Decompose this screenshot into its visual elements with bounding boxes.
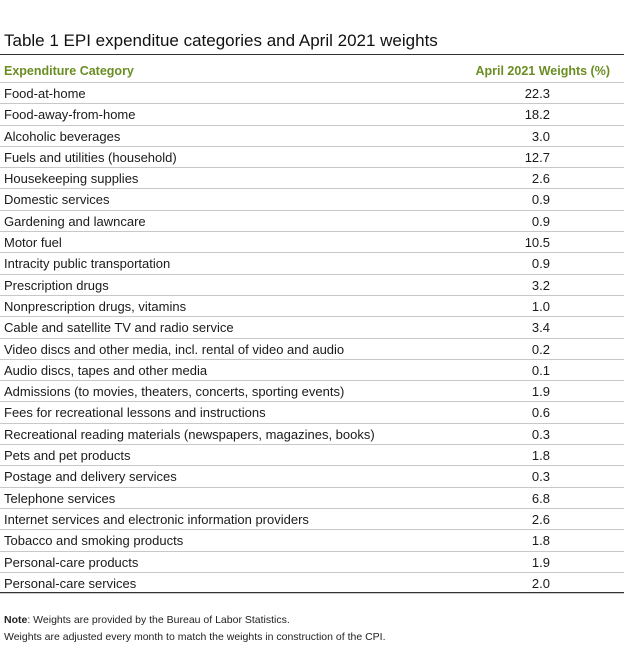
- category-cell: Domestic services: [4, 192, 110, 208]
- table-row: Food-away-from-home 18.2: [0, 104, 624, 126]
- table-row: Fuels and utilities (household) 12.7: [0, 147, 624, 169]
- weight-cell: 1.0: [531, 298, 550, 314]
- weight-cell: 1.8: [531, 533, 550, 549]
- weight-cell: 3.4: [531, 320, 550, 336]
- weight-cell: 0.3: [531, 469, 550, 485]
- category-cell: Internet services and electronic informa…: [4, 511, 309, 527]
- category-cell: Food-at-home: [4, 86, 86, 101]
- weight-cell: 0.1: [531, 362, 550, 378]
- category-cell: Food-away-from-home: [4, 107, 136, 123]
- weight-cell: 10.5: [524, 235, 550, 251]
- weight-cell: 3.0: [531, 128, 550, 144]
- table-row: Personal-care services 2.0: [0, 573, 624, 595]
- table-row: Intracity public transportation 0.9: [0, 253, 624, 275]
- table-header-row: Expenditure Category April 2021 Weights …: [0, 61, 624, 83]
- category-cell: Telephone services: [4, 490, 116, 506]
- weight-cell: 0.6: [531, 405, 550, 421]
- weight-cell: 0.9: [531, 192, 550, 208]
- table-row: Pets and pet products 1.8: [0, 445, 624, 467]
- weight-cell: 3.2: [531, 277, 550, 293]
- weight-cell: 22.3: [524, 86, 550, 101]
- header-category: Expenditure Category: [4, 64, 134, 78]
- category-cell: Fuels and utilities (household): [4, 149, 177, 165]
- table-row: Personal-care products 1.9: [0, 552, 624, 573]
- table-body: Food-at-home 22.3 Food-away-from-home 18.2 A…: [0, 83, 624, 595]
- table-row: Recreational reading materials (newspape…: [0, 424, 624, 446]
- category-cell: Prescription drugs: [4, 277, 109, 293]
- note-text-1: : Weights are provided by the Bureau of …: [27, 614, 290, 626]
- note-line-2: Weights are adjusted every month to matc…: [4, 631, 386, 643]
- table-row: Domestic services 0.9: [0, 189, 624, 211]
- category-cell: Cable and satellite TV and radio service: [4, 320, 234, 336]
- table-row: Internet services and electronic informa…: [0, 509, 624, 531]
- category-cell: Personal-care products: [4, 554, 139, 570]
- weight-cell: 2.0: [531, 575, 550, 591]
- category-cell: Tobacco and smoking products: [4, 533, 184, 549]
- table-row: Fees for recreational lessons and instru…: [0, 402, 624, 424]
- table-row: Telephone services 6.8: [0, 488, 624, 509]
- category-cell: Gardening and lawncare: [4, 213, 146, 229]
- table-row: Audio discs, tapes and other media 0.1: [0, 360, 624, 382]
- title-rule: [0, 54, 624, 55]
- note-line-1: Note: Weights are provided by the Bureau…: [4, 612, 386, 629]
- weight-cell: 2.6: [531, 511, 550, 527]
- weight-cell: 12.7: [524, 149, 550, 165]
- weight-cell: 0.9: [531, 256, 550, 272]
- category-cell: Video discs and other media, incl. renta…: [4, 341, 345, 357]
- note-label: Note: [4, 614, 28, 626]
- weight-cell: 1.9: [531, 554, 550, 570]
- weight-cell: 0.2: [531, 341, 550, 357]
- category-cell: Audio discs, tapes and other media: [4, 362, 208, 378]
- category-cell: Nonprescription drugs, vitamins: [4, 298, 187, 314]
- category-cell: Alcoholic beverages: [4, 128, 121, 144]
- table-row: Postage and delivery services 0.3: [0, 466, 624, 488]
- table-row: Nonprescription drugs, vitamins 1.0: [0, 296, 624, 318]
- table-row: Admissions (to movies, theaters, concert…: [0, 381, 624, 403]
- category-cell: Personal-care services: [4, 575, 137, 591]
- weight-cell: 6.8: [531, 490, 550, 506]
- weight-cell: 0.3: [531, 426, 550, 442]
- table-notes: Note: Weights are provided by the Bureau…: [4, 612, 386, 646]
- table-row: Motor fuel 10.5: [0, 232, 624, 254]
- category-cell: Admissions (to movies, theaters, concert…: [4, 384, 345, 400]
- table-row: Food-at-home 22.3: [0, 83, 624, 105]
- category-cell: Pets and pet products: [4, 448, 131, 464]
- table-row: Housekeeping supplies 2.6: [0, 168, 624, 190]
- weight-cell: 1.8: [531, 448, 550, 464]
- table-title: Table 1 EPI expenditue categories and Ap…: [4, 31, 438, 50]
- weights-table: Expenditure Category April 2021 Weights …: [0, 61, 624, 595]
- table-row: Gardening and lawncare 0.9: [0, 211, 624, 233]
- weight-cell: 1.9: [531, 384, 550, 400]
- category-cell: Fees for recreational lessons and instru…: [4, 405, 266, 421]
- category-cell: Motor fuel: [4, 235, 62, 251]
- category-cell: Housekeeping supplies: [4, 171, 139, 187]
- table-row: Prescription drugs 3.2: [0, 275, 624, 296]
- category-cell: Recreational reading materials (newspape…: [4, 426, 375, 442]
- weight-cell: 2.6: [531, 171, 550, 187]
- table-bottom-rule: [0, 592, 624, 593]
- header-weights: April 2021 Weights (%): [475, 64, 610, 78]
- table-row: Cable and satellite TV and radio service…: [0, 317, 624, 339]
- table-row: Tobacco and smoking products 1.8: [0, 530, 624, 552]
- table-row: Alcoholic beverages 3.0: [0, 126, 624, 147]
- category-cell: Postage and delivery services: [4, 469, 177, 485]
- table-row: Video discs and other media, incl. renta…: [0, 339, 624, 360]
- weight-cell: 18.2: [524, 107, 550, 123]
- category-cell: Intracity public transportation: [4, 256, 171, 272]
- weight-cell: 0.9: [531, 213, 550, 229]
